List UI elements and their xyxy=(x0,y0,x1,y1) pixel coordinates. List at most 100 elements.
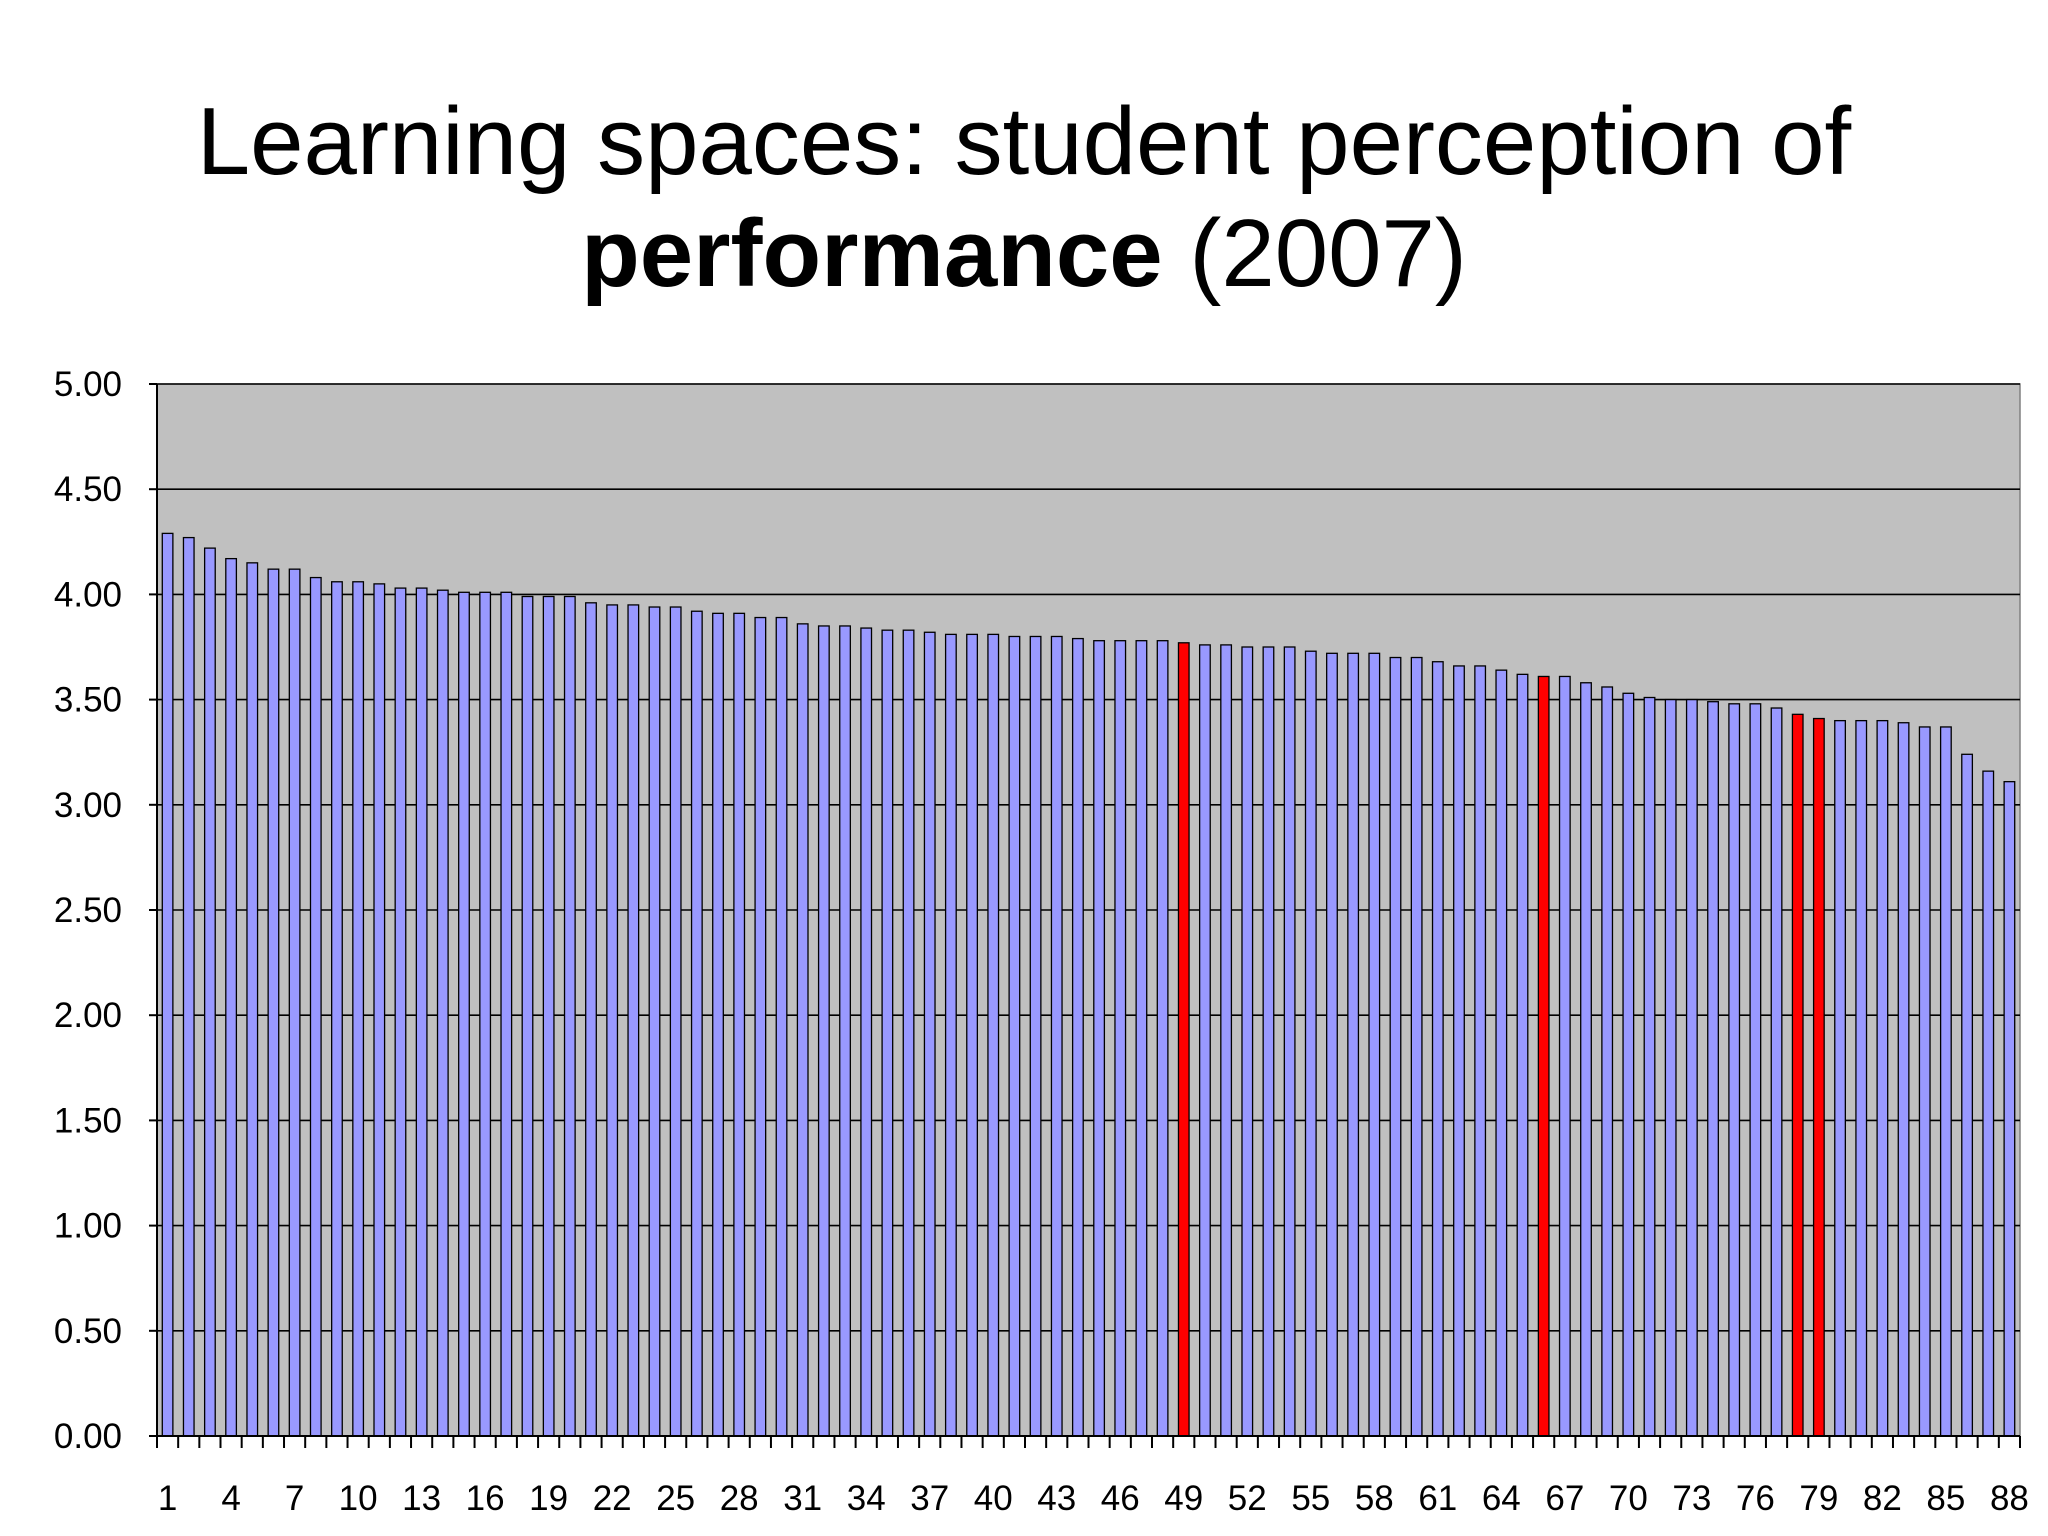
x-tick-label-3: 10 xyxy=(339,1479,378,1518)
x-tick-label-7: 22 xyxy=(593,1479,632,1518)
x-tick-label-26: 79 xyxy=(1799,1479,1838,1518)
bar-70 xyxy=(1622,692,1635,1437)
bar-60 xyxy=(1410,656,1423,1437)
bar-75 xyxy=(1728,703,1741,1437)
bar-16 xyxy=(479,591,492,1437)
bar-23 xyxy=(627,604,640,1437)
bar-84 xyxy=(1918,726,1931,1437)
bar-86 xyxy=(1961,753,1974,1437)
bar-22 xyxy=(606,604,619,1437)
bar-49 xyxy=(1177,642,1190,1437)
bar-29 xyxy=(754,616,767,1437)
x-tick-label-25: 76 xyxy=(1736,1479,1775,1518)
bar-34 xyxy=(860,627,873,1437)
bar-73 xyxy=(1685,698,1698,1437)
x-tick-label-9: 28 xyxy=(720,1479,759,1518)
bar-28 xyxy=(733,612,746,1437)
x-tick-label-2: 7 xyxy=(285,1479,304,1518)
bar-72 xyxy=(1664,698,1677,1437)
bar-12 xyxy=(394,587,407,1437)
bar-14 xyxy=(436,589,449,1437)
y-tick-label-3: 1.50 xyxy=(54,1101,122,1140)
bar-68 xyxy=(1580,682,1592,1437)
x-tick-label-15: 46 xyxy=(1101,1479,1140,1518)
x-tick-label-17: 52 xyxy=(1228,1479,1267,1518)
x-tick-label-1: 4 xyxy=(221,1479,240,1518)
y-tick-label-2: 1.00 xyxy=(54,1207,122,1246)
chart-title: Learning spaces: student perception of p… xyxy=(0,86,2048,310)
bar-56 xyxy=(1326,652,1338,1437)
bar-63 xyxy=(1474,665,1487,1437)
bar-78 xyxy=(1791,713,1804,1437)
bar-19 xyxy=(542,595,555,1437)
x-tick-label-20: 61 xyxy=(1418,1479,1457,1518)
bar-58 xyxy=(1368,652,1381,1437)
y-tick-label-0: 0.00 xyxy=(54,1417,122,1456)
bar-9 xyxy=(331,581,343,1437)
bar-42 xyxy=(1029,635,1042,1437)
bar-83 xyxy=(1897,722,1910,1437)
bar-54 xyxy=(1283,646,1296,1437)
bar-21 xyxy=(585,602,597,1437)
bar-43 xyxy=(1050,635,1063,1437)
y-tick-label-5: 2.50 xyxy=(54,891,122,930)
bar-18 xyxy=(521,595,534,1437)
bar-66 xyxy=(1537,675,1550,1437)
bar-52 xyxy=(1241,646,1254,1437)
y-tick-label-1: 0.50 xyxy=(54,1312,122,1351)
bar-80 xyxy=(1834,719,1847,1437)
bar-32 xyxy=(817,625,830,1437)
bar-36 xyxy=(902,629,915,1437)
x-tick-label-6: 19 xyxy=(529,1479,568,1518)
x-tick-label-28: 85 xyxy=(1926,1479,1965,1518)
bar-71 xyxy=(1643,696,1656,1437)
bar-51 xyxy=(1220,644,1233,1437)
bar-26 xyxy=(690,610,703,1437)
bar-25 xyxy=(669,606,682,1437)
y-tick-label-9: 4.50 xyxy=(54,470,122,509)
bar-79 xyxy=(1812,717,1825,1437)
y-tick-label-8: 4.00 xyxy=(54,575,122,614)
bar-5 xyxy=(246,562,259,1437)
x-tick-label-13: 40 xyxy=(974,1479,1013,1518)
x-tick-label-5: 16 xyxy=(466,1479,505,1518)
bar-76 xyxy=(1749,703,1762,1437)
bar-6 xyxy=(267,568,280,1437)
x-tick-label-11: 34 xyxy=(847,1479,886,1518)
bar-39 xyxy=(966,633,979,1437)
bar-45 xyxy=(1093,640,1106,1437)
x-tick-label-24: 73 xyxy=(1672,1479,1711,1518)
y-tick-label-4: 2.00 xyxy=(54,996,122,1035)
x-tick-label-16: 49 xyxy=(1164,1479,1203,1518)
bar-10 xyxy=(352,581,365,1437)
bar-24 xyxy=(648,606,661,1437)
bar-15 xyxy=(458,591,470,1437)
bar-20 xyxy=(563,595,576,1437)
bar-46 xyxy=(1114,640,1127,1437)
bar-11 xyxy=(373,583,386,1437)
bar-48 xyxy=(1156,640,1169,1437)
bar-13 xyxy=(415,587,428,1437)
bar-41 xyxy=(1008,635,1021,1437)
x-tick-label-12: 37 xyxy=(910,1479,949,1518)
x-tick-label-19: 58 xyxy=(1355,1479,1394,1518)
bar-87 xyxy=(1982,770,1995,1437)
x-tick-label-21: 64 xyxy=(1482,1479,1521,1518)
bar-85 xyxy=(1939,726,1952,1437)
x-tick-label-4: 13 xyxy=(402,1479,441,1518)
x-tick-label-23: 70 xyxy=(1609,1479,1648,1518)
bar-67 xyxy=(1558,675,1571,1437)
x-tick-label-10: 31 xyxy=(783,1479,822,1518)
bar-17 xyxy=(500,591,513,1437)
bar-47 xyxy=(1135,640,1148,1437)
bar-77 xyxy=(1770,707,1783,1437)
x-tick-labels: 1 4 7 10 13 16 19 22 25 28 31 34 37 40 43 46 49 52 55 58 61 6… xyxy=(158,1479,2029,1518)
x-tick-label-22: 67 xyxy=(1545,1479,1584,1518)
bar-33 xyxy=(839,625,851,1437)
bar-8 xyxy=(309,576,322,1437)
bar-4 xyxy=(225,557,238,1437)
y-tick-label-7: 3.50 xyxy=(54,681,122,720)
bar-88 xyxy=(2003,781,2016,1437)
bar-44 xyxy=(1071,637,1084,1437)
